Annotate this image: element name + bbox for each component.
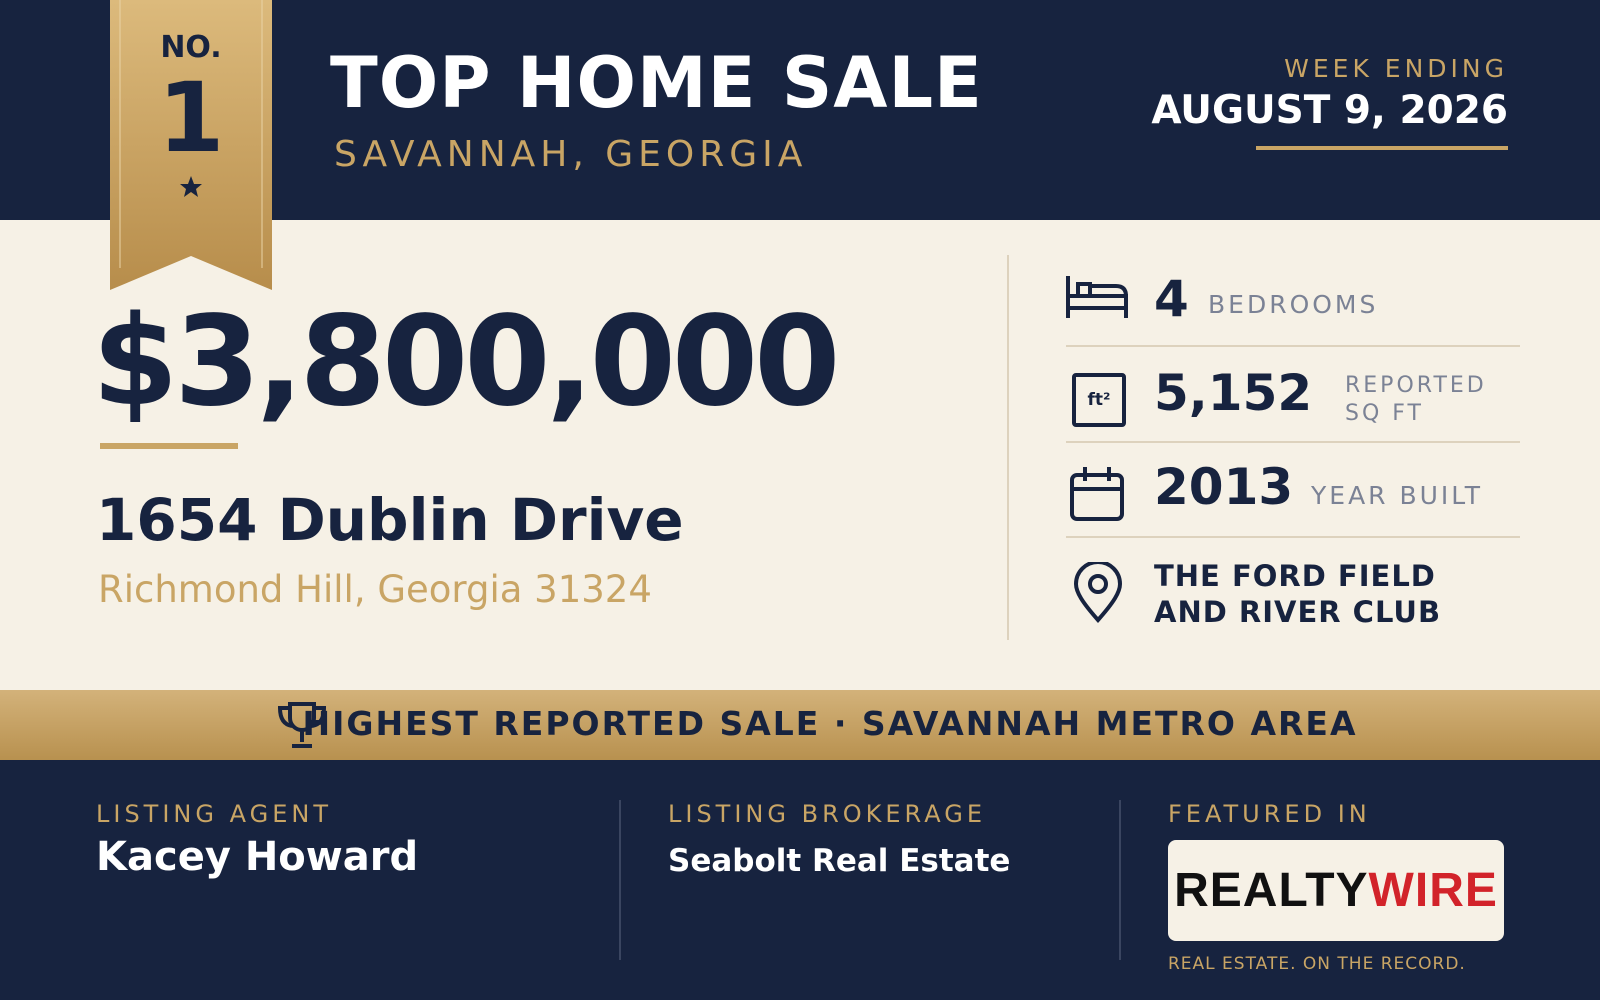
badge-top: NO.	[160, 30, 222, 65]
pin-shape	[1073, 562, 1123, 624]
ribbon	[110, 0, 272, 290]
date-underline	[1256, 146, 1508, 150]
footer-divider	[1119, 800, 1121, 960]
stat-value: 4	[1154, 270, 1189, 328]
bed-shape	[1066, 276, 1128, 318]
stat-label: REPORTED SQ FT	[1345, 373, 1487, 426]
pin-icon	[1073, 562, 1123, 624]
brokerage-name: Seabolt Real Estate	[668, 843, 1011, 879]
community: THE FORD FIELD AND RIVER CLUB	[1154, 559, 1442, 629]
price-underline	[100, 443, 238, 449]
trophy-shape	[277, 702, 327, 748]
calendar-body	[1070, 473, 1124, 521]
banner-band	[0, 690, 1600, 760]
week-label: WEEK ENDING	[1284, 54, 1508, 83]
city: Richmond Hill, Georgia 31324	[98, 568, 652, 611]
stat-label: YEAR BUILT	[1311, 481, 1484, 510]
stat-value: 5,152	[1154, 364, 1313, 422]
stat-label: BEDROOMS	[1208, 290, 1379, 319]
week-date: AUGUST 9, 2026	[1151, 88, 1508, 133]
agent-name: Kacey Howard	[96, 834, 419, 880]
logo-second: WIRE	[1368, 864, 1498, 917]
footer-divider	[619, 800, 621, 960]
stat-value: 2013	[1154, 458, 1294, 516]
star	[180, 176, 202, 197]
calendar-icon	[1070, 467, 1124, 521]
price: $3,800,000	[92, 290, 840, 434]
featured-label: FEATURED IN	[1168, 800, 1371, 828]
row-divider	[1066, 536, 1520, 538]
logo: REALTYWIRE	[1168, 840, 1504, 941]
row-divider	[1066, 441, 1520, 443]
sqft-icon: ft²	[1072, 373, 1126, 427]
logo-first: REALTY	[1174, 864, 1369, 917]
ribbon-shape	[110, 0, 272, 290]
tagline: REAL ESTATE. ON THE RECORD.	[1168, 954, 1466, 974]
calendar-lines	[1072, 467, 1122, 491]
pin-dot	[1088, 574, 1108, 594]
badge-number: 1	[157, 62, 225, 174]
trophy-icon	[277, 702, 327, 748]
subtitle: SAVANNAH, GEORGIA	[334, 134, 808, 175]
bed-icon	[1066, 276, 1128, 318]
agent-label: LISTING AGENT	[96, 800, 332, 828]
brokerage-label: LISTING BROKERAGE	[668, 800, 986, 828]
title: TOP HOME SALE	[330, 42, 983, 124]
row-divider	[1066, 345, 1520, 347]
banner-text: HIGHEST REPORTED SALE · SAVANNAH METRO A…	[302, 704, 1358, 743]
divider	[1007, 255, 1009, 640]
street: 1654 Dublin Drive	[96, 486, 684, 554]
